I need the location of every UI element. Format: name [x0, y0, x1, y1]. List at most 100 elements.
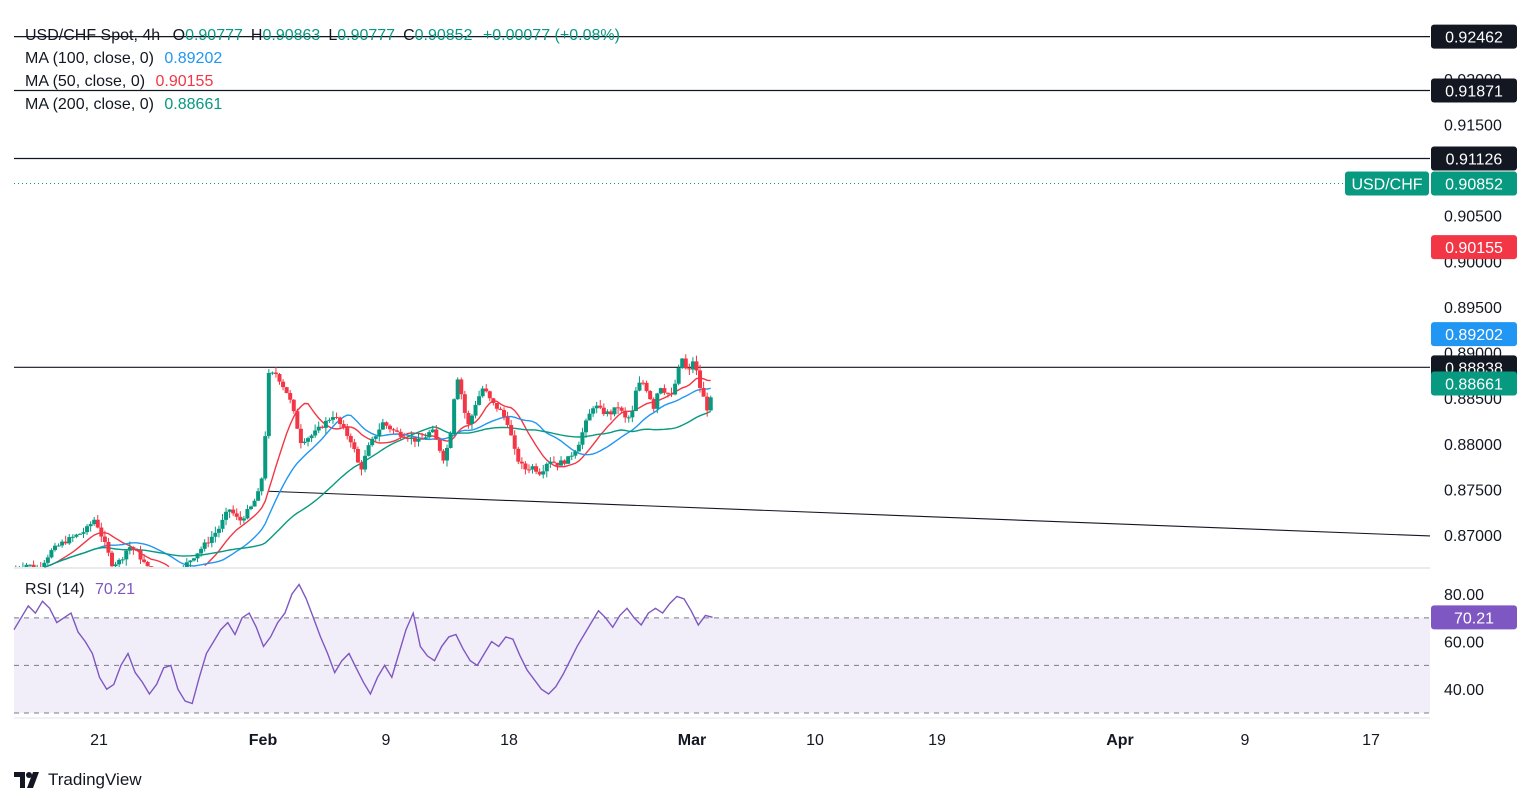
ohlc-h: H0.90863: [251, 27, 320, 44]
tradingview-brand[interactable]: TradingView: [14, 770, 142, 790]
candle-body: [687, 368, 692, 370]
candle-body: [28, 564, 33, 566]
candle-body: [224, 511, 229, 520]
candle-body: [245, 509, 250, 519]
brand-name: TradingView: [48, 770, 142, 789]
candle-body: [31, 564, 36, 567]
rsi-tag-bg: [1431, 605, 1517, 630]
candle-body: [427, 432, 432, 438]
candle-body: [252, 500, 257, 507]
price-tick-label: 0.89500: [1444, 300, 1502, 317]
candle-body: [573, 451, 578, 456]
candle-body: [127, 547, 132, 551]
candle-body: [345, 427, 350, 436]
candle-body: [313, 430, 318, 436]
candle-body: [81, 532, 86, 534]
candle-body: [402, 436, 407, 439]
candle-body: [569, 455, 574, 457]
candle-body: [295, 411, 300, 429]
candle-body: [541, 471, 546, 475]
candle-body: [281, 381, 286, 388]
candle-body: [266, 372, 271, 437]
price-tag-bg: [1431, 322, 1517, 347]
candle-body: [320, 426, 325, 428]
rsi-tag-value: 70.21: [1454, 610, 1494, 627]
candle-body: [583, 420, 588, 433]
candle-body: [263, 436, 268, 479]
candle-body: [619, 407, 624, 411]
candle-body: [630, 410, 635, 418]
candle-body: [387, 425, 392, 430]
candle-body: [537, 471, 542, 475]
price-tag-bg: [1431, 371, 1517, 396]
rsi-tick-label: 40.00: [1444, 682, 1484, 699]
candle-body: [85, 526, 90, 533]
price-tag: 0.91871: [1431, 78, 1517, 103]
candle-body: [658, 388, 663, 394]
candle-body: [334, 417, 339, 419]
candle-body: [391, 429, 396, 431]
candle-body: [384, 422, 389, 426]
candle-body: [708, 397, 713, 411]
candle-body: [409, 437, 414, 439]
candle-body: [473, 404, 478, 416]
price-tag-value: 0.91126: [1446, 152, 1503, 169]
rsi-tick-label: 80.00: [1444, 587, 1484, 604]
candle-body: [377, 429, 382, 437]
candle-body: [195, 553, 200, 559]
ma50-label: MA (50, close, 0): [25, 73, 146, 90]
candle-body: [683, 358, 688, 369]
price-tag-value: 0.90155: [1445, 240, 1503, 257]
candle-body: [530, 466, 535, 470]
price-tag: 0.89202: [1431, 322, 1517, 347]
rsi-tick-label: 60.00: [1444, 635, 1484, 652]
candle-body: [644, 382, 649, 392]
candle-body: [45, 557, 50, 563]
time-tick-label: 9: [1241, 732, 1250, 749]
price-tag: 0.91126: [1431, 146, 1517, 171]
candle-body: [359, 462, 364, 470]
price-tag: 0.88661: [1431, 371, 1517, 396]
candle-body: [60, 541, 65, 546]
price-tag: 0.90155: [1431, 235, 1517, 260]
candle-body: [559, 460, 564, 466]
time-tick-label: 10: [806, 732, 824, 749]
candle-body: [49, 550, 54, 558]
price-tag-bg: [1431, 146, 1517, 171]
candle-body: [494, 402, 499, 409]
candle-body: [88, 524, 93, 527]
price-tag: 0.90852 USD/CHF: [1345, 171, 1517, 196]
candle-body: [405, 438, 410, 440]
price-tag-value: 0.88661: [1445, 376, 1503, 393]
rsi-line[interactable]: [13, 583, 713, 705]
candle-body: [102, 536, 107, 542]
time-tick-label: 19: [928, 732, 946, 749]
candle-body: [316, 426, 321, 431]
candle-body: [110, 552, 115, 567]
candle-body: [698, 370, 703, 388]
candle-body: [238, 516, 243, 521]
candle-body: [52, 545, 57, 551]
candle-body: [487, 391, 492, 399]
candle-body: [202, 542, 207, 549]
ma50-legend: MA (50, close, 0) 0.90155: [25, 72, 213, 92]
candle-body: [338, 417, 343, 425]
ma200-legend: MA (200, close, 0) 0.88661: [25, 95, 222, 115]
candle-body: [580, 432, 585, 445]
price-tag-value: 0.89202: [1445, 327, 1503, 344]
trendline[interactable]: [268, 490, 1431, 537]
ma100-label: MA (100, close, 0): [25, 50, 154, 67]
candle-body: [526, 469, 531, 471]
candle-body: [348, 435, 353, 443]
candle-body: [366, 445, 371, 456]
candle-body: [227, 509, 232, 512]
candle-body: [448, 433, 453, 448]
candle-body: [216, 528, 221, 533]
candle-body: [434, 429, 439, 440]
candle-body: [605, 411, 610, 415]
candle-body: [373, 436, 378, 439]
candle-body: [199, 548, 204, 554]
ma200-line[interactable]: [44, 410, 711, 568]
candle-body: [587, 413, 592, 421]
